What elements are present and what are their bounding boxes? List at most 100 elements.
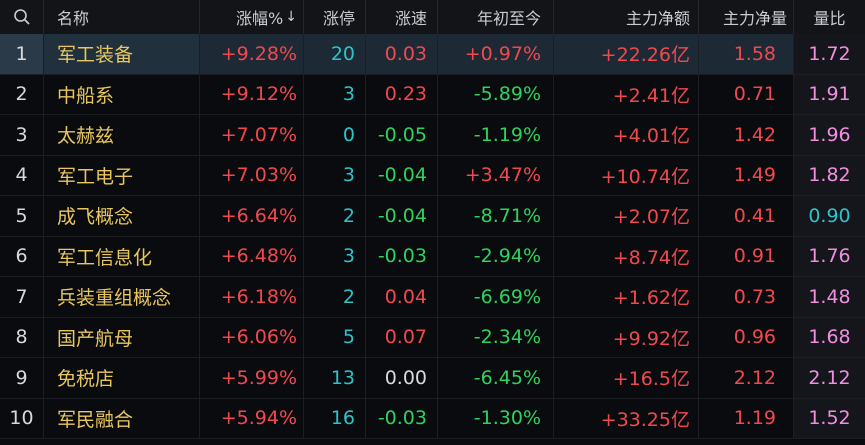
row-name: 国产航母 [44, 317, 200, 357]
row-main-net: +22.26亿 [554, 34, 699, 74]
row-index: 7 [0, 277, 44, 317]
row-limit-up-count: 20 [304, 34, 366, 74]
row-main-net: +9.92亿 [554, 317, 699, 357]
row-change-pct: +5.94% [200, 398, 304, 438]
row-speed: -0.05 [366, 115, 438, 155]
row-ytd: -1.30% [438, 398, 554, 438]
header-ytd[interactable]: 年初至今 [438, 0, 554, 34]
row-index: 3 [0, 115, 44, 155]
row-ytd: +3.47% [438, 155, 554, 195]
table-row[interactable]: 4 军工电子 +7.03% 3 -0.04 +3.47% +10.74亿 1.49 1.82 [0, 155, 865, 196]
row-limit-up-count: 3 [304, 74, 366, 114]
row-change-pct: +9.12% [200, 74, 304, 114]
row-volume-ratio: 0.90 [794, 196, 865, 236]
table-row[interactable]: 7 兵装重组概念 +6.18% 2 0.04 -6.69% +1.62亿 0.73 1.48 [0, 277, 865, 318]
table-row[interactable]: 8 国产航母 +6.06% 5 0.07 -2.34% +9.92亿 0.96 1.68 [0, 317, 865, 358]
table-row[interactable]: 3 太赫兹 +7.07% 0 -0.05 -1.19% +4.01亿 1.42 1.96 [0, 115, 865, 156]
row-name: 军工电子 [44, 155, 200, 195]
table-header: 名称 涨幅% ↓ 涨停 涨速 年初至今 主力净额 主力净量 量比 [0, 0, 865, 34]
row-volume-ratio: 1.52 [794, 398, 865, 438]
table-row[interactable]: 5 成飞概念 +6.64% 2 -0.04 -8.71% +2.07亿 0.41 0.90 [0, 196, 865, 237]
row-main-net: +4.01亿 [554, 115, 699, 155]
row-main-volume: 1.42 [699, 115, 794, 155]
search-icon[interactable] [0, 0, 44, 34]
row-change-pct: +6.64% [200, 196, 304, 236]
header-main-volume[interactable]: 主力净量 [699, 0, 794, 34]
row-change-pct: +6.18% [200, 277, 304, 317]
row-volume-ratio: 1.68 [794, 317, 865, 357]
row-main-net: +10.74亿 [554, 155, 699, 195]
row-name: 太赫兹 [44, 115, 200, 155]
row-change-pct: +7.03% [200, 155, 304, 195]
row-change-pct: +5.99% [200, 358, 304, 398]
row-volume-ratio: 1.91 [794, 74, 865, 114]
header-limit-up[interactable]: 涨停 [304, 0, 366, 34]
row-index: 10 [0, 398, 44, 438]
row-limit-up-count: 3 [304, 155, 366, 195]
header-volume-ratio[interactable]: 量比 [813, 9, 846, 28]
row-limit-up-count: 2 [304, 196, 366, 236]
table-row[interactable]: 2 中船系 +9.12% 3 0.23 -5.89% +2.41亿 0.71 1.91 [0, 74, 865, 115]
row-name: 中船系 [44, 74, 200, 114]
row-ytd: -6.69% [438, 277, 554, 317]
row-speed: -0.04 [366, 155, 438, 195]
row-name: 军工装备 [44, 34, 200, 74]
row-main-volume: 0.96 [699, 317, 794, 357]
table-row[interactable]: 9 免税店 +5.99% 13 0.00 -6.45% +16.5亿 2.12 2.12 [0, 358, 865, 399]
row-speed: -0.03 [366, 398, 438, 438]
row-limit-up-count: 0 [304, 115, 366, 155]
row-main-net: +2.41亿 [554, 74, 699, 114]
row-name: 兵装重组概念 [44, 277, 200, 317]
table-row[interactable]: 6 军工信息化 +6.48% 3 -0.03 -2.94% +8.74亿 0.91 1.76 [0, 236, 865, 277]
row-index: 8 [0, 317, 44, 357]
row-volume-ratio: 1.96 [794, 115, 865, 155]
row-main-volume: 0.73 [699, 277, 794, 317]
header-name[interactable]: 名称 [44, 0, 200, 34]
row-change-pct: +9.28% [200, 34, 304, 74]
row-volume-ratio: 1.82 [794, 155, 865, 195]
row-ytd: -2.34% [438, 317, 554, 357]
header-main-net[interactable]: 主力净额 [554, 0, 699, 34]
row-name: 成飞概念 [44, 196, 200, 236]
row-main-volume: 0.71 [699, 74, 794, 114]
row-change-pct: +7.07% [200, 115, 304, 155]
row-limit-up-count: 3 [304, 236, 366, 276]
header-change-pct[interactable]: 涨幅% ↓ [200, 0, 304, 34]
row-volume-ratio: 1.48 [794, 277, 865, 317]
sort-desc-icon: ↓ [285, 9, 297, 25]
row-speed: -0.04 [366, 196, 438, 236]
row-change-pct: +6.06% [200, 317, 304, 357]
row-ytd: +0.97% [438, 34, 554, 74]
row-main-volume: 1.49 [699, 155, 794, 195]
row-ytd: -8.71% [438, 196, 554, 236]
row-volume-ratio: 1.76 [794, 236, 865, 276]
row-ytd: -5.89% [438, 74, 554, 114]
row-name: 军工信息化 [44, 236, 200, 276]
row-speed: 0.07 [366, 317, 438, 357]
row-speed: 0.00 [366, 358, 438, 398]
row-limit-up-count: 16 [304, 398, 366, 438]
row-main-volume: 0.91 [699, 236, 794, 276]
row-index: 6 [0, 236, 44, 276]
row-index: 4 [0, 155, 44, 195]
table-row[interactable]: 10 军民融合 +5.94% 16 -0.03 -1.30% +33.25亿 1.19 1.52 [0, 398, 865, 439]
row-limit-up-count: 2 [304, 277, 366, 317]
row-main-net: +33.25亿 [554, 398, 699, 438]
row-speed: 0.23 [366, 74, 438, 114]
row-volume-ratio: 1.72 [794, 34, 865, 74]
row-main-volume: 1.58 [699, 34, 794, 74]
row-main-net: +1.62亿 [554, 277, 699, 317]
row-index: 9 [0, 358, 44, 398]
row-main-net: +2.07亿 [554, 196, 699, 236]
row-speed: -0.03 [366, 236, 438, 276]
row-name: 军民融合 [44, 398, 200, 438]
header-change-pct-label: 涨幅% [236, 9, 284, 28]
row-change-pct: +6.48% [200, 236, 304, 276]
table-row[interactable]: 1 军工装备 +9.28% 20 0.03 +0.97% +22.26亿 1.58 1.72 [0, 34, 865, 75]
row-name: 免税店 [44, 358, 200, 398]
header-speed[interactable]: 涨速 [366, 0, 438, 34]
row-index: 5 [0, 196, 44, 236]
row-speed: 0.04 [366, 277, 438, 317]
row-ytd: -6.45% [438, 358, 554, 398]
